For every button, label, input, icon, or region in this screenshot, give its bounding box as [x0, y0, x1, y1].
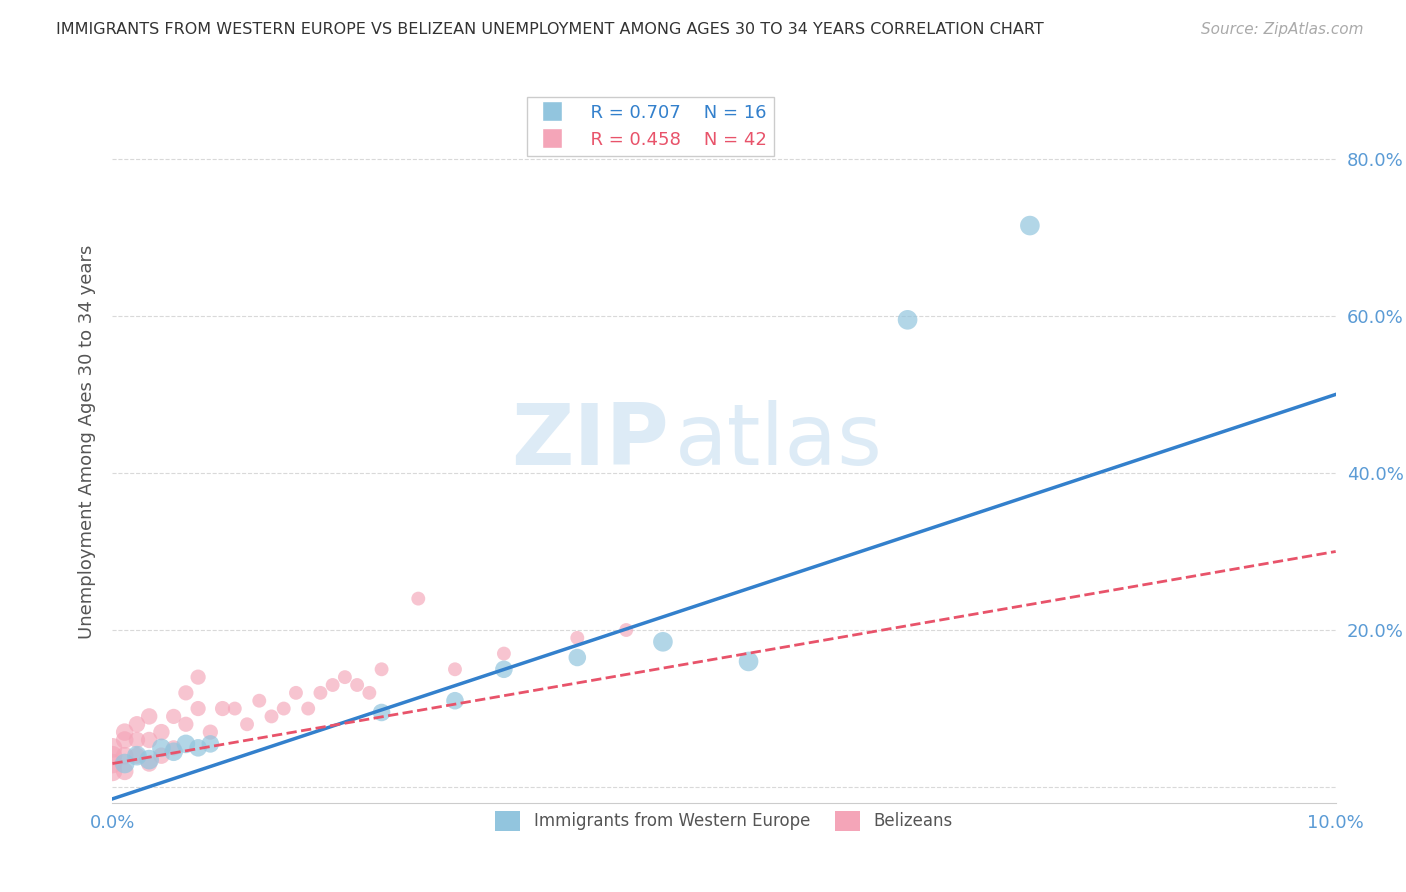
Point — [125, 748, 148, 763]
Point — [260, 709, 283, 723]
Point — [163, 740, 186, 755]
Point — [1018, 219, 1040, 233]
Point — [322, 678, 344, 692]
Point — [297, 701, 319, 715]
Text: IMMIGRANTS FROM WESTERN EUROPE VS BELIZEAN UNEMPLOYMENT AMONG AGES 30 TO 34 YEAR: IMMIGRANTS FROM WESTERN EUROPE VS BELIZE… — [56, 22, 1045, 37]
Point — [163, 709, 186, 723]
Point — [114, 725, 136, 739]
Point — [492, 662, 515, 676]
Point — [224, 701, 246, 715]
Point — [150, 740, 173, 755]
Point — [284, 686, 308, 700]
Text: Source: ZipAtlas.com: Source: ZipAtlas.com — [1201, 22, 1364, 37]
Point — [492, 647, 515, 661]
Point — [444, 662, 467, 676]
Point — [114, 733, 136, 747]
Point — [370, 706, 392, 720]
Point — [114, 748, 136, 763]
Point — [187, 740, 209, 755]
Point — [370, 662, 392, 676]
Legend: Immigrants from Western Europe, Belizeans: Immigrants from Western Europe, Belizean… — [489, 805, 959, 838]
Point — [174, 737, 197, 751]
Point — [273, 701, 295, 715]
Point — [359, 686, 381, 700]
Point — [150, 725, 173, 739]
Point — [652, 635, 675, 649]
Point — [114, 756, 136, 771]
Point — [138, 733, 160, 747]
Point — [101, 756, 124, 771]
Point — [309, 686, 332, 700]
Point — [150, 748, 173, 763]
Point — [897, 313, 920, 327]
Point — [408, 591, 430, 606]
Point — [567, 631, 589, 645]
Point — [737, 655, 759, 669]
Point — [236, 717, 259, 731]
Text: ZIP: ZIP — [512, 400, 669, 483]
Point — [138, 756, 160, 771]
Point — [200, 725, 222, 739]
Point — [211, 701, 233, 715]
Point — [187, 670, 209, 684]
Point — [138, 753, 160, 767]
Point — [101, 740, 124, 755]
Point — [346, 678, 368, 692]
Point — [174, 686, 197, 700]
Point — [125, 717, 148, 731]
Point — [444, 694, 467, 708]
Point — [101, 748, 124, 763]
Point — [174, 717, 197, 731]
Point — [163, 745, 186, 759]
Point — [114, 764, 136, 779]
Point — [247, 694, 270, 708]
Point — [614, 623, 637, 637]
Text: atlas: atlas — [675, 400, 883, 483]
Point — [125, 733, 148, 747]
Point — [187, 701, 209, 715]
Point — [567, 650, 589, 665]
Point — [101, 764, 124, 779]
Point — [200, 737, 222, 751]
Point — [138, 709, 160, 723]
Point — [125, 748, 148, 763]
Point — [333, 670, 356, 684]
Y-axis label: Unemployment Among Ages 30 to 34 years: Unemployment Among Ages 30 to 34 years — [77, 244, 96, 639]
